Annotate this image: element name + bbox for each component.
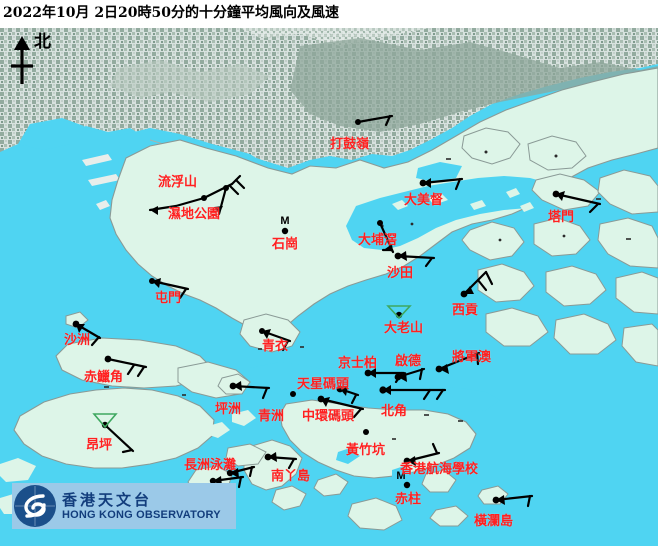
station-label-tuen-mun[interactable]: 屯門 bbox=[155, 291, 182, 306]
logo-text-zh: 香港天文台 bbox=[62, 490, 153, 509]
wind-barb-wetland-park bbox=[214, 186, 228, 216]
station-label-hk-sea-school[interactable]: 香港航海學校 bbox=[400, 462, 479, 477]
green-triangle-icon-tates-cairn bbox=[386, 305, 412, 320]
station-dot bbox=[259, 328, 265, 334]
station-label-tai-po-kau[interactable]: 大埔滘 bbox=[358, 233, 398, 248]
station-dot bbox=[201, 195, 207, 201]
coast-detail bbox=[104, 158, 631, 440]
wind-barb-lau-fau-shan bbox=[202, 174, 246, 200]
station-label-sha-chau[interactable]: 沙洲 bbox=[64, 333, 91, 348]
station-label-tates-cairn[interactable]: 大老山 bbox=[384, 321, 424, 336]
station-dot bbox=[403, 457, 411, 465]
station-markers: M M bbox=[72, 119, 560, 504]
wind-barb-north-point bbox=[381, 385, 447, 401]
station-label-kings-park[interactable]: 京士柏 bbox=[338, 356, 378, 371]
station-label-kai-tak[interactable]: 啟德 bbox=[395, 354, 422, 369]
station-dot bbox=[379, 386, 387, 394]
station-dot bbox=[403, 481, 411, 489]
station-label-green-island[interactable]: 青洲 bbox=[258, 409, 285, 424]
station-label-lau-fau-shan[interactable]: 流浮山 bbox=[158, 175, 198, 190]
station-dot bbox=[281, 227, 289, 235]
station-dot bbox=[364, 369, 372, 377]
station-label-sha-tin[interactable]: 沙田 bbox=[387, 266, 414, 281]
north-label: 北 bbox=[34, 32, 51, 52]
station-dot bbox=[226, 469, 234, 477]
station-label-peng-chau[interactable]: 坪洲 bbox=[215, 402, 242, 417]
wind-barb-chek-lap-kok bbox=[106, 357, 148, 378]
map-canvas[interactable]: M M 北 打鼓嶺 流浮山 濕地公園 石崗 大美督 塔門 大埔滘 bbox=[0, 28, 658, 546]
wind-barb-tuen-mun bbox=[150, 278, 190, 300]
station-label-lamma-island[interactable]: 南丫島 bbox=[271, 469, 311, 484]
wind-barb-ngong-ping bbox=[103, 423, 135, 454]
station-dot bbox=[552, 190, 560, 198]
station-label-ta-kwu-ling[interactable]: 打鼓嶺 bbox=[330, 137, 370, 152]
station-dot bbox=[419, 179, 427, 187]
north-arrow-widget: 北 bbox=[4, 32, 68, 88]
logo-text-en: HONG KONG OBSERVATORY bbox=[62, 508, 221, 521]
page-title: 2022年10月 2日20時50分的十分鐘平均風向及風速 bbox=[3, 5, 340, 21]
north-arrow-icon bbox=[11, 36, 33, 84]
wind-barb-peng-chau bbox=[231, 381, 271, 400]
station-dot bbox=[317, 395, 325, 403]
station-dot bbox=[104, 355, 112, 363]
station-dot bbox=[394, 252, 402, 260]
station-dot bbox=[290, 391, 296, 397]
wind-barb-tseung-kwan-o bbox=[437, 351, 481, 374]
station-label-stanley[interactable]: 赤柱 bbox=[395, 492, 422, 507]
station-dot bbox=[209, 477, 217, 485]
station-label-wong-chuk-hang[interactable]: 黃竹坑 bbox=[346, 443, 386, 458]
green-triangle-icon-ngong-ping bbox=[92, 413, 118, 429]
station-label-star-ferry[interactable]: 天星碼頭 bbox=[297, 377, 350, 392]
station-dot bbox=[264, 453, 272, 461]
title-bar: 2022年10月 2日20時50分的十分鐘平均風向及風速 bbox=[0, 0, 658, 28]
station-dot bbox=[435, 365, 443, 373]
station-label-tseung-kwan-o[interactable]: 將軍澳 bbox=[452, 350, 492, 365]
station-dot bbox=[377, 220, 383, 226]
station-dot bbox=[336, 385, 344, 393]
station-label-north-point[interactable]: 北角 bbox=[381, 404, 408, 419]
wind-barb-waglan-island bbox=[494, 494, 534, 508]
wind-barb-cheung-chau-beach bbox=[228, 465, 256, 478]
station-label-wetland-park[interactable]: 濕地公園 bbox=[168, 207, 221, 222]
station-dot bbox=[72, 320, 80, 328]
station-label-waglan-island[interactable]: 橫瀾島 bbox=[474, 514, 514, 529]
station-dot bbox=[149, 278, 155, 284]
wind-barb-kai-tak bbox=[396, 367, 426, 382]
wind-barbs bbox=[74, 114, 602, 508]
wind-barb-tap-mun bbox=[554, 191, 602, 214]
station-label-shek-kong[interactable]: 石崗 bbox=[272, 237, 299, 252]
station-dot bbox=[355, 119, 361, 125]
station-dot bbox=[394, 373, 402, 381]
wind-barb-lau-fau-shan-tail bbox=[148, 196, 206, 215]
station-label-tai-mei-tuk[interactable]: 大美督 bbox=[404, 193, 444, 208]
station-label-sai-kung[interactable]: 西貢 bbox=[452, 303, 479, 318]
hko-logo[interactable]: 香港天文台 HONG KONG OBSERVATORY bbox=[12, 483, 236, 529]
calm-marker-stanley: M bbox=[396, 470, 405, 482]
station-dot bbox=[223, 185, 229, 191]
station-label-cheung-chau-beach[interactable]: 長洲泳灘 bbox=[184, 458, 237, 473]
station-label-ngong-ping[interactable]: 昂坪 bbox=[86, 438, 113, 453]
map-graphics: M M bbox=[0, 28, 658, 546]
sai-kung-islands bbox=[461, 127, 658, 367]
calm-marker-shek-kong: M bbox=[280, 215, 289, 227]
station-dot bbox=[492, 496, 500, 504]
station-label-tsing-yi[interactable]: 青衣 bbox=[262, 339, 289, 354]
station-label-chek-lap-kok[interactable]: 赤鱲角 bbox=[84, 370, 124, 385]
wind-barb-sha-tin bbox=[396, 251, 436, 268]
wind-barb-tai-mei-tuk bbox=[421, 177, 464, 191]
station-dot bbox=[229, 382, 237, 390]
station-label-central-pier[interactable]: 中環碼頭 bbox=[302, 409, 355, 424]
wind-barb-lamma-island bbox=[266, 452, 298, 470]
station-dot bbox=[460, 290, 468, 298]
wind-barb-tai-po-kau bbox=[378, 221, 395, 254]
wind-barb-hk-sea-school bbox=[405, 442, 441, 466]
hko-spiral-logo-icon bbox=[12, 483, 58, 529]
wind-barb-ta-kwu-ling bbox=[356, 114, 394, 127]
station-label-tap-mun[interactable]: 塔門 bbox=[548, 210, 575, 225]
station-dot bbox=[363, 429, 369, 435]
station-dot bbox=[101, 421, 109, 429]
